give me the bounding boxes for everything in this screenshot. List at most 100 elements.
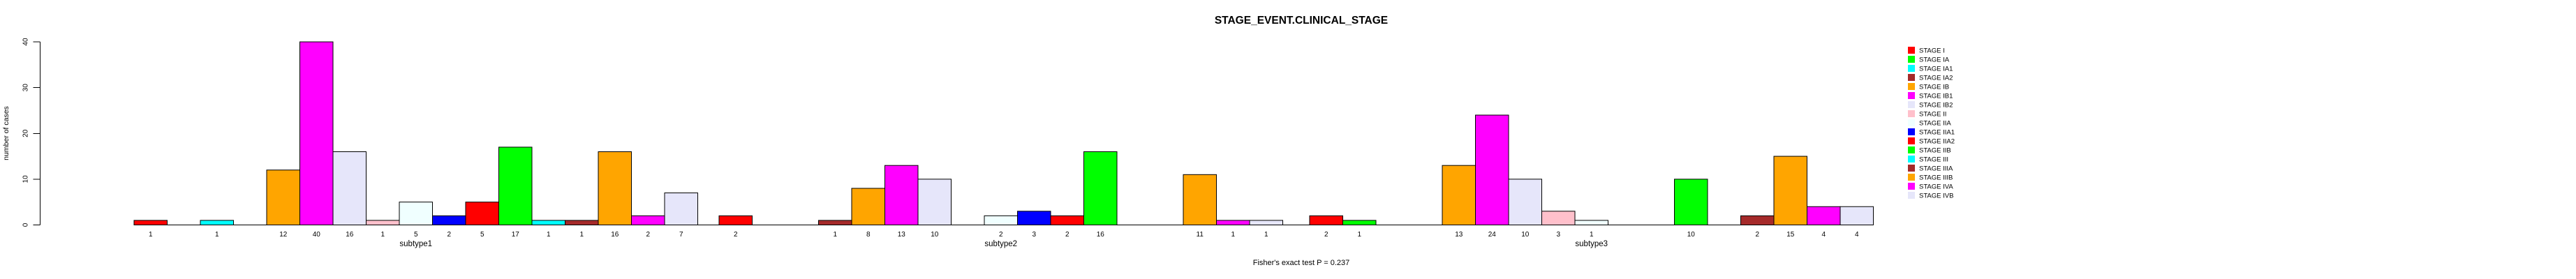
legend-swatch-stage-iia2	[1908, 137, 1915, 144]
bar-value-label: 5	[414, 231, 418, 239]
legend-swatch-stage-iia1	[1908, 128, 1915, 135]
bar-value-label: 1	[1357, 231, 1361, 239]
bar-subtype3-stage-iib	[1674, 179, 1708, 225]
bar-subtype3-stage-i	[1309, 215, 1343, 225]
legend-swatch-stage-ia	[1908, 56, 1915, 63]
bar-subtype3-stage-iiib	[1773, 156, 1807, 225]
bar-subtype1-stage-ib2	[332, 151, 367, 225]
bar-value-label: 12	[279, 231, 288, 239]
bar-value-label: 4	[1855, 231, 1859, 239]
bar-subtype1-stage-iva	[631, 215, 665, 225]
bar-value-label: 40	[313, 231, 321, 239]
legend-swatch-stage-ib1	[1908, 92, 1915, 99]
legend-label-stage-ib2: STAGE IB2	[1919, 102, 1953, 110]
bar-value-label: 13	[1455, 231, 1463, 239]
bar-value-label: 3	[1556, 231, 1560, 239]
bar-subtype1-stage-ii	[366, 220, 400, 225]
bar-subtype2-stage-iia	[984, 215, 1018, 225]
legend-swatch-stage-ivb	[1908, 192, 1915, 199]
y-tick-label: 30	[22, 84, 30, 92]
legend-swatch-stage-ib	[1908, 83, 1915, 90]
bar-value-label: 5	[480, 231, 484, 239]
bar-subtype2-stage-iia1	[1017, 211, 1051, 225]
bar-subtype2-stage-ib1	[884, 165, 919, 225]
bar-value-label: 1	[215, 231, 219, 239]
bar-subtype3-stage-iva	[1807, 206, 1841, 225]
bar-subtype2-stage-i	[718, 215, 753, 225]
legend-swatch-stage-iva	[1908, 183, 1915, 190]
bar-subtype1-stage-ia1	[200, 220, 234, 225]
bar-value-label: 1	[547, 231, 551, 239]
legend-label-stage-iia: STAGE IIA	[1919, 120, 1951, 128]
bar-subtype1-stage-ib1	[299, 41, 334, 225]
bar-value-label: 4	[1821, 231, 1826, 239]
bar-value-label: 2	[1065, 231, 1069, 239]
legend-label-stage-iiib: STAGE IIIB	[1919, 174, 1953, 182]
bar-subtype1-stage-ivb	[664, 193, 698, 225]
legend-swatch-stage-ia1	[1908, 65, 1915, 72]
bar-subtype3-stage-ib	[1442, 165, 1476, 225]
bar-value-label: 10	[1687, 231, 1696, 239]
bar-subtype2-stage-iiib	[1183, 174, 1217, 225]
y-tick-label: 20	[22, 129, 30, 137]
legend-label-stage-iia2: STAGE IIA2	[1919, 138, 1955, 146]
bar-subtype1-stage-iib	[498, 146, 533, 225]
bar-value-label: 2	[999, 231, 1003, 239]
bar-subtype1-stage-iia	[399, 202, 433, 225]
bar-value-label: 13	[898, 231, 906, 239]
legend-swatch-stage-iii	[1908, 156, 1915, 163]
bar-value-label: 24	[1488, 231, 1497, 239]
y-tick-label: 0	[22, 223, 30, 227]
legend-swatch-stage-iiib	[1908, 174, 1915, 181]
bar-value-label: 11	[1197, 231, 1204, 239]
bar-value-label: 3	[1032, 231, 1036, 239]
legend-label-stage-ia: STAGE IA	[1919, 56, 1950, 64]
bar-subtype1-stage-iii	[531, 220, 565, 225]
chart-title: STAGE_EVENT.CLINICAL_STAGE	[1214, 15, 1389, 27]
bar-value-label: 10	[1521, 231, 1530, 239]
bar-value-label: 16	[611, 231, 619, 239]
bar-value-label: 17	[512, 231, 520, 239]
bar-subtype2-stage-ivb	[1249, 220, 1283, 225]
legend-label-stage-iiia: STAGE IIIA	[1919, 165, 1953, 173]
legend-swatch-stage-i	[1908, 47, 1915, 54]
legend-swatch-stage-iib	[1908, 146, 1915, 153]
legend-label-stage-ii: STAGE II	[1919, 111, 1946, 119]
bar-value-label: 1	[1590, 231, 1594, 239]
y-tick-label: 40	[22, 38, 30, 46]
legend-swatch-stage-ib2	[1908, 101, 1915, 108]
bar-subtype2-stage-ia2	[818, 220, 852, 225]
y-tick-label: 10	[22, 175, 30, 183]
bar-subtype1-stage-iiib	[598, 151, 632, 225]
legend-label-stage-ib: STAGE IB	[1919, 84, 1949, 91]
legend-swatch-stage-iia	[1908, 119, 1915, 126]
bar-subtype2-stage-iib	[1083, 151, 1118, 225]
legend-label-stage-ib1: STAGE IB1	[1919, 93, 1953, 100]
bar-value-label: 2	[447, 231, 451, 239]
bar-subtype1-stage-iia2	[465, 202, 499, 225]
bar-value-label: 2	[1755, 231, 1759, 239]
legend-label-stage-ivb: STAGE IVB	[1919, 193, 1953, 200]
bar-value-label: 1	[1264, 231, 1268, 239]
bar-subtype3-stage-ib1	[1475, 114, 1509, 225]
fisher-test-footer: Fisher's exact test P = 0.237	[1252, 259, 1350, 267]
group-label-subtype3: subtype3	[1575, 240, 1608, 248]
group-label-subtype1: subtype1	[399, 240, 432, 248]
legend-label-stage-iib: STAGE IIB	[1919, 147, 1951, 155]
y-axis-title: number of cases	[2, 106, 10, 160]
bar-value-label: 1	[1231, 231, 1235, 239]
bar-value-label: 7	[679, 231, 683, 239]
bar-subtype3-stage-iia	[1574, 220, 1608, 225]
bar-value-label: 8	[866, 231, 871, 239]
bar-subtype3-stage-ivb	[1840, 206, 1874, 225]
bar-subtype2-stage-ib	[851, 188, 885, 225]
bar-value-label: 2	[646, 231, 650, 239]
bar-value-label: 1	[149, 231, 153, 239]
bar-subtype3-stage-ib2	[1508, 179, 1542, 225]
bar-subtype2-stage-ib2	[917, 179, 952, 225]
group-label-subtype2: subtype2	[984, 240, 1017, 248]
legend-label-stage-iia1: STAGE IIA1	[1919, 129, 1955, 137]
bar-value-label: 2	[734, 231, 738, 239]
bar-subtype3-stage-ia	[1342, 220, 1377, 225]
